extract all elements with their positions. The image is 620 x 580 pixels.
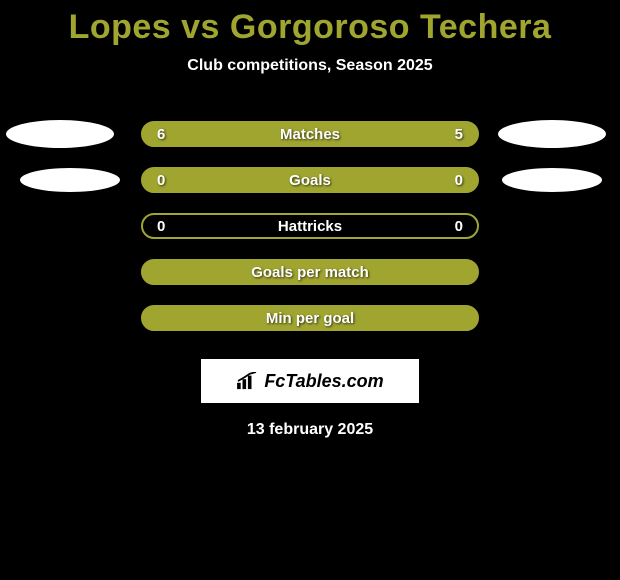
stat-bar: 6 Matches 5 <box>141 121 479 147</box>
stat-row: Min per goal <box>0 295 620 341</box>
stat-bar: 0 Goals 0 <box>141 167 479 193</box>
stat-right-value: 0 <box>455 218 463 235</box>
stat-label: Matches <box>280 126 340 143</box>
player-left-ellipse <box>20 168 120 192</box>
stat-bar: Min per goal <box>141 305 479 331</box>
stat-right-value: 0 <box>455 172 463 189</box>
stat-left-value: 6 <box>157 126 165 143</box>
stat-label: Goals <box>289 172 331 189</box>
stat-bar: 0 Hattricks 0 <box>141 213 479 239</box>
stat-row: 0 Hattricks 0 <box>0 203 620 249</box>
stat-right-value: 5 <box>455 126 463 143</box>
stat-label: Goals per match <box>251 264 369 281</box>
stat-label: Min per goal <box>266 310 354 327</box>
player-right-ellipse <box>498 120 606 148</box>
stat-row: 6 Matches 5 <box>0 111 620 157</box>
stat-row: Goals per match <box>0 249 620 295</box>
stat-bar: Goals per match <box>141 259 479 285</box>
chart-icon <box>236 372 258 390</box>
stat-left-value: 0 <box>157 218 165 235</box>
logo-box: FcTables.com <box>201 359 419 403</box>
page-title: Lopes vs Gorgoroso Techera <box>0 0 620 47</box>
player-left-ellipse <box>6 120 114 148</box>
stat-label: Hattricks <box>278 218 342 235</box>
player-right-ellipse <box>502 168 602 192</box>
subtitle: Club competitions, Season 2025 <box>0 57 620 75</box>
logo-text: FcTables.com <box>264 371 383 392</box>
stat-left-value: 0 <box>157 172 165 189</box>
date-text: 13 february 2025 <box>0 421 620 439</box>
stats-rows: 6 Matches 5 0 Goals 0 0 Hattricks 0 Goals per mat… <box>0 111 620 341</box>
stat-row: 0 Goals 0 <box>0 157 620 203</box>
